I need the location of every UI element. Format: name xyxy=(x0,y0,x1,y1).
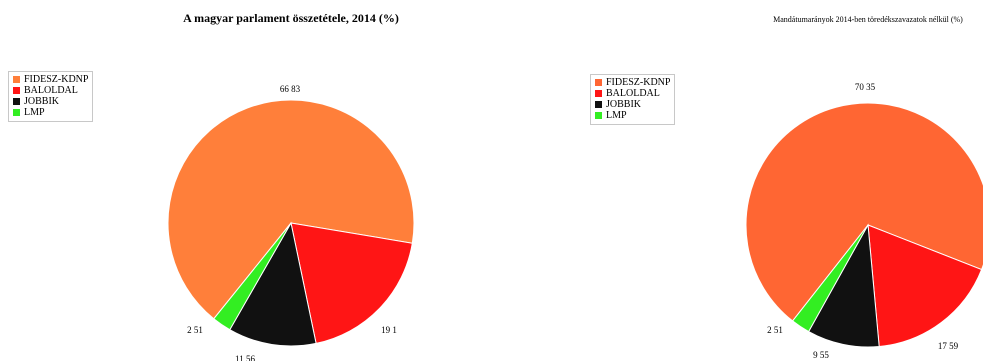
legend-swatch xyxy=(13,109,20,116)
legend-item-fidesz: FIDESZ-KDNP xyxy=(595,77,670,88)
data-label-fidesz: 70 35 xyxy=(855,82,876,92)
data-label-lmp: 2 51 xyxy=(767,325,783,335)
legend-label: BALOLDAL xyxy=(24,85,78,96)
legend-item-lmp: LMP xyxy=(595,110,670,121)
legend-label: FIDESZ-KDNP xyxy=(606,77,671,88)
chart-left: 66 83 19 1 11 56 2 51 A magyar parlament ös… xyxy=(0,0,490,361)
data-label-baloldal: 19 1 xyxy=(381,325,397,335)
pie-slice-lmp xyxy=(213,222,292,331)
data-label-lmp: 2 51 xyxy=(187,325,203,335)
legend-right: FIDESZ-KDNP BALOLDAL JOBBIK LMP xyxy=(590,74,676,125)
chart-title-right: Mandátumarányok 2014-ben töredékszavazat… xyxy=(773,15,963,24)
data-label-baloldal: 17 59 xyxy=(938,341,959,351)
legend-swatch xyxy=(13,87,20,94)
legend-label: BALOLDAL xyxy=(606,88,660,99)
data-label-fidesz: 66 83 xyxy=(280,84,301,94)
legend-label: LMP xyxy=(24,107,45,118)
legend-swatch xyxy=(13,76,20,83)
legend-swatch xyxy=(13,98,20,105)
legend-left: FIDESZ-KDNP BALOLDAL JOBBIK LMP xyxy=(8,71,94,122)
legend-item-jobbik: JOBBIK xyxy=(595,99,670,110)
legend-label: LMP xyxy=(606,110,627,121)
legend-item-fidesz: FIDESZ-KDNP xyxy=(13,74,88,85)
legend-item-baloldal: BALOLDAL xyxy=(13,85,88,96)
pie-slice-baloldal xyxy=(290,222,413,345)
data-label-jobbik: 11 56 xyxy=(235,354,255,361)
data-label-jobbik: 9 55 xyxy=(813,350,829,360)
legend-item-baloldal: BALOLDAL xyxy=(595,88,670,99)
pie-slice-baloldal xyxy=(867,224,983,348)
pie-right: 70 35 17 59 9 55 2 51 xyxy=(745,82,983,360)
legend-swatch xyxy=(595,79,602,86)
legend-item-lmp: LMP xyxy=(13,107,88,118)
legend-label: JOBBIK xyxy=(24,96,60,107)
legend-label: FIDESZ-KDNP xyxy=(24,74,89,85)
chart-title-left: A magyar parlament összetétele, 2014 (%) xyxy=(183,11,399,25)
chart-right: 70 35 17 59 9 55 2 51 Mandátumarányok 2014-… xyxy=(490,0,983,361)
pie-slice-lmp xyxy=(791,224,869,333)
legend-label: JOBBIK xyxy=(606,99,642,110)
pie-slice-jobbik xyxy=(229,221,317,347)
legend-swatch xyxy=(595,112,602,119)
pie-slice-fidesz xyxy=(745,102,983,322)
legend-swatch xyxy=(595,101,602,108)
legend-item-jobbik: JOBBIK xyxy=(13,96,88,107)
pie-left: 66 83 19 1 11 56 2 51 xyxy=(167,84,415,361)
pie-slice-fidesz xyxy=(167,99,415,320)
legend-swatch xyxy=(595,90,602,97)
